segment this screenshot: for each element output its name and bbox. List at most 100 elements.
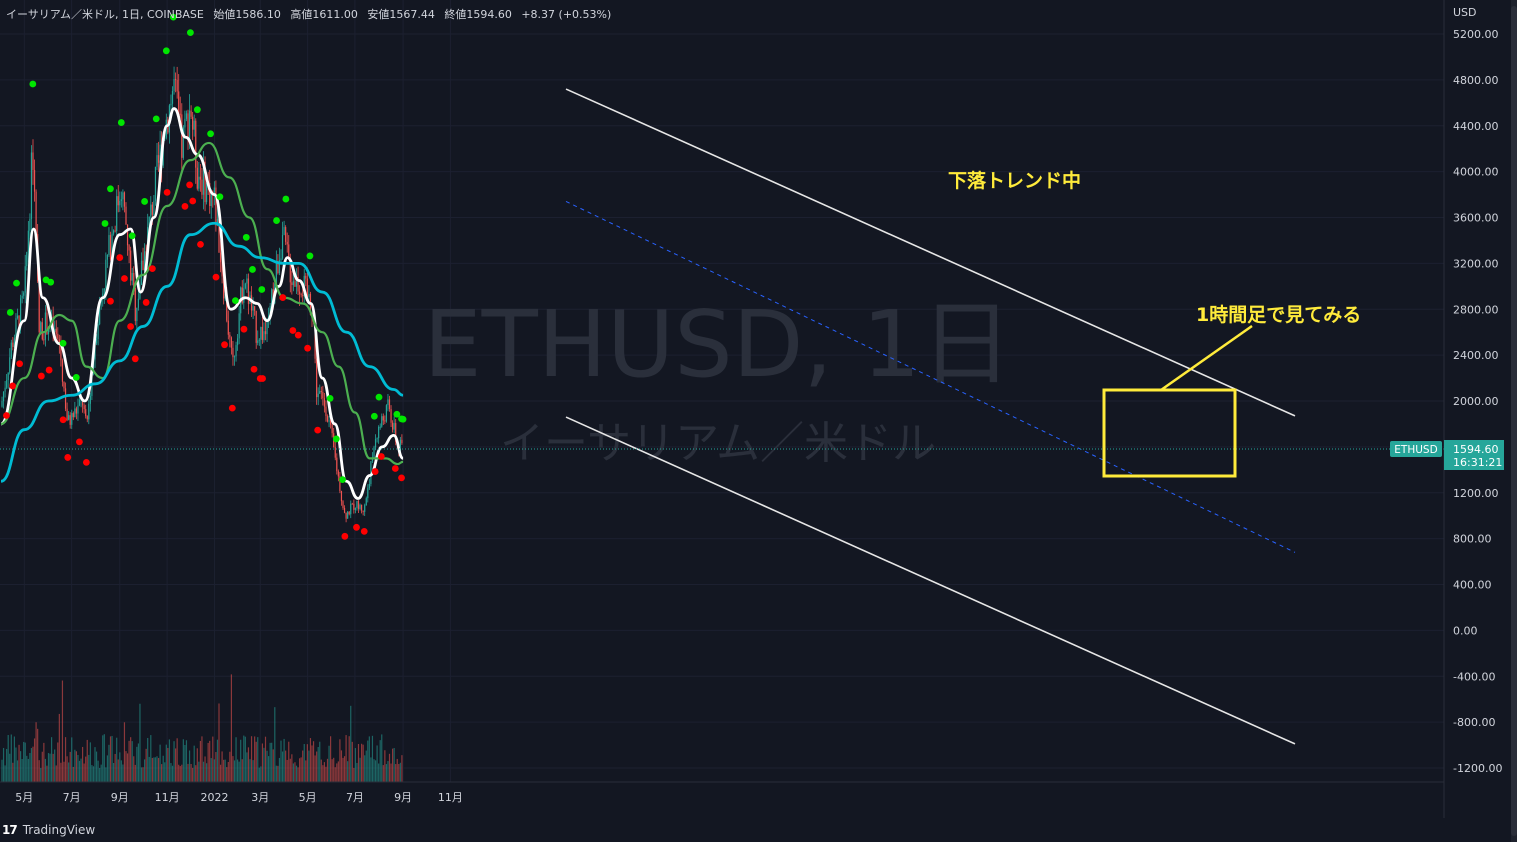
volume-bar — [306, 744, 308, 782]
tradingview-branding[interactable]: 17 TradingView — [0, 818, 95, 842]
candle-body — [297, 276, 299, 292]
volume-bar — [311, 745, 313, 782]
volume-bar — [44, 758, 46, 782]
trend-channels[interactable] — [565, 88, 1296, 745]
candle-body — [317, 393, 319, 398]
trend-annotation[interactable]: 下落トレンド中 — [948, 169, 1081, 192]
volume-bar — [33, 738, 36, 782]
price-tick-label: 0.00 — [1453, 624, 1478, 637]
candle-body — [263, 331, 265, 341]
symbol-header[interactable]: イーサリアム／米ドル, 1日, COINBASE 始値1586.10 高値161… — [6, 8, 612, 21]
candle-body — [83, 405, 85, 410]
volume-bar — [398, 764, 400, 782]
volume-bar — [384, 750, 386, 782]
pivot-high-marker — [59, 339, 67, 347]
scrollbar-thumb[interactable] — [1511, 6, 1517, 836]
volume-bar — [289, 758, 291, 782]
box-annotation[interactable]: 1時間足で見てみる — [1196, 304, 1361, 326]
volume-bar — [4, 765, 6, 782]
volume-bar — [299, 758, 301, 782]
candle-body — [319, 391, 321, 394]
volume-bar — [181, 764, 183, 782]
candle-body — [385, 405, 387, 422]
volume-bar — [61, 680, 64, 782]
candle-body — [323, 398, 325, 407]
brand-name: TradingView — [22, 823, 96, 837]
candle-body — [153, 200, 155, 215]
close-label: 終値 — [444, 8, 467, 21]
volume-bars — [1, 674, 403, 782]
right-scrollbar[interactable] — [1511, 0, 1517, 842]
candle-body — [78, 399, 81, 406]
price-tick-label: 2000.00 — [1453, 395, 1499, 408]
pivot-low-marker — [186, 181, 194, 189]
candle-body — [305, 275, 307, 279]
volume-bar — [86, 739, 88, 782]
candle-body — [278, 260, 281, 274]
pivot-low-marker — [37, 372, 45, 380]
time-tick-label: 5月 — [299, 791, 317, 804]
volume-bar — [401, 755, 403, 782]
time-axis[interactable]: 5月 7月 9月 11月 2022 3月 5月 7月 9月 11月 — [0, 781, 1444, 804]
volume-bar — [322, 765, 324, 782]
candle-body — [10, 342, 12, 358]
volume-bar — [387, 761, 389, 782]
highlight-box[interactable] — [1102, 388, 1237, 478]
candle-body — [131, 272, 133, 281]
candle-body — [74, 408, 76, 418]
volume-bar — [272, 749, 274, 782]
candle-body — [55, 328, 57, 334]
candle-body — [285, 227, 287, 242]
pivot-low-marker — [289, 327, 297, 334]
volume-bar — [178, 764, 180, 782]
pivot-low-marker — [64, 454, 72, 461]
pivot-low-marker — [197, 240, 204, 248]
pivot-high-marker — [339, 476, 346, 484]
volume-bar — [247, 747, 250, 782]
pivot-high-marker — [332, 435, 340, 443]
pivot-low-marker — [240, 325, 248, 333]
volume-bar — [370, 757, 372, 782]
time-tick-label: 11月 — [155, 791, 180, 804]
volume-bar — [27, 758, 29, 782]
last-price-value: 1594.60 — [1453, 443, 1499, 456]
volume-bar — [128, 740, 130, 782]
candle-body — [209, 183, 211, 206]
candle-body — [374, 439, 377, 448]
candle-body — [54, 328, 56, 332]
pivot-low-marker — [142, 299, 150, 306]
candle-body — [250, 295, 253, 311]
moving-averages — [0, 107, 404, 500]
volume-bar — [297, 767, 299, 782]
volume-bar — [305, 760, 307, 782]
candle-body — [20, 298, 22, 329]
volume-bar — [390, 763, 392, 782]
pivot-low-marker — [212, 273, 220, 281]
price-tick-label: -1200.00 — [1453, 762, 1502, 775]
volume-bar — [388, 753, 391, 782]
price-axis[interactable]: 5200.00 4800.00 4400.00 4000.00 3600.00 3200.… — [1443, 0, 1502, 818]
candle-body — [356, 500, 358, 509]
volume-bar — [38, 760, 40, 782]
candle-body — [23, 292, 25, 296]
volume-bar — [230, 674, 232, 782]
pivot-high-marker — [186, 29, 194, 37]
volume-bar — [167, 747, 169, 782]
candle-body — [30, 152, 33, 219]
volume-bar — [350, 705, 352, 782]
volume-bar — [95, 751, 98, 782]
volume-bar — [326, 758, 329, 782]
volume-bar — [206, 763, 208, 782]
volume-bar — [196, 748, 198, 782]
volume-bar — [187, 763, 189, 782]
candle-body — [181, 114, 183, 158]
volume-bar — [123, 722, 126, 782]
high-value: 1611.00 — [312, 8, 358, 21]
volume-bar — [156, 756, 158, 782]
volume-bar — [209, 740, 211, 782]
candle-body — [21, 295, 23, 299]
ma-mid-line — [0, 141, 404, 466]
volume-bar — [88, 754, 90, 782]
volume-bar — [316, 751, 318, 782]
